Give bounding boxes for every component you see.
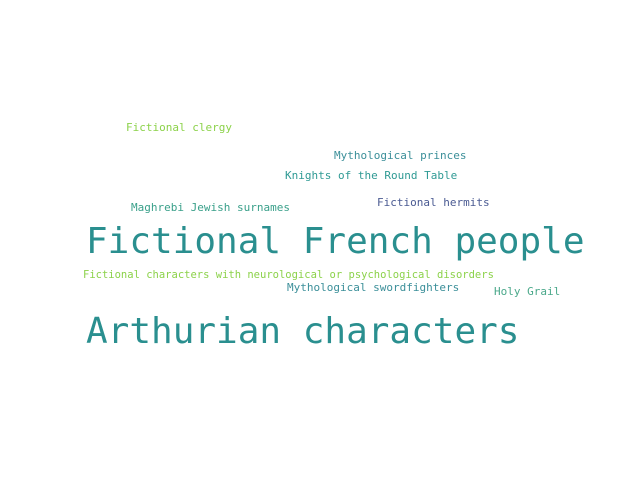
- word-maghrebi-jewish-surnames: Maghrebi Jewish surnames: [131, 201, 290, 214]
- word-knights-of-the-round-table: Knights of the Round Table: [285, 169, 458, 182]
- word-mythological-swordfighters: Mythological swordfighters: [287, 281, 460, 294]
- word-arthurian-characters: Arthurian characters: [86, 311, 520, 352]
- word-fictional-french-people: Fictional French people: [86, 221, 585, 262]
- word-holy-grail: Holy Grail: [494, 285, 561, 298]
- word-mythological-princes: Mythological princes: [334, 149, 467, 162]
- word-fictional-hermits: Fictional hermits: [377, 196, 490, 209]
- word-fictional-characters-neurological-disorders: Fictional characters with neurological o…: [83, 269, 494, 281]
- word-fictional-clergy: Fictional clergy: [126, 121, 232, 134]
